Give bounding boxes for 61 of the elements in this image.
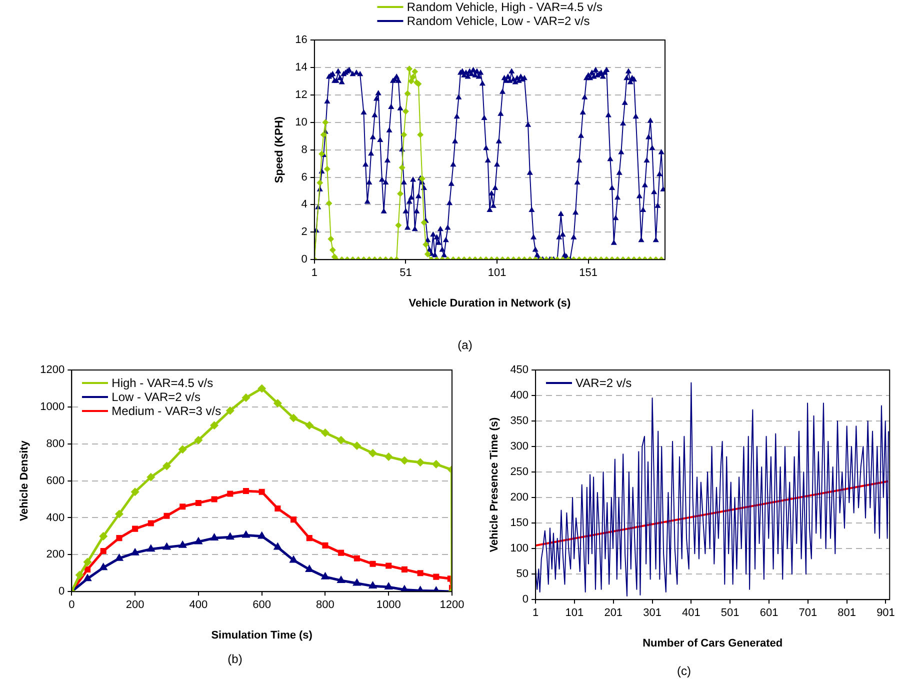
x-tick-label: 400 bbox=[189, 599, 208, 612]
text: (b) bbox=[226, 652, 244, 666]
y-tick-label: 400 bbox=[46, 512, 65, 524]
y-tick-label: 100 bbox=[510, 542, 529, 555]
x-tick-label: 51 bbox=[400, 267, 412, 280]
x-axis-title: Vehicle Duration in Network (s) bbox=[408, 297, 572, 310]
y-tick-label: 0 bbox=[58, 586, 65, 598]
y-tick-label: 450 bbox=[510, 364, 529, 376]
x-tick-label: 1200 bbox=[440, 599, 464, 612]
y-tick-label: 400 bbox=[510, 390, 529, 402]
y-tick-label: 800 bbox=[46, 438, 65, 450]
x-tick-label: 301 bbox=[643, 607, 662, 620]
x-tick-label: 201 bbox=[604, 607, 623, 620]
x-tick-label: 101 bbox=[488, 267, 506, 280]
y-tick-label: 2 bbox=[301, 226, 308, 238]
y-tick-label: 200 bbox=[510, 492, 529, 504]
x-tick-label: 800 bbox=[316, 599, 334, 612]
y-tick-label: 300 bbox=[510, 440, 529, 453]
y-tick-label: 8 bbox=[301, 144, 308, 156]
x-tick-label: 1 bbox=[532, 607, 539, 620]
x-tick-label: 600 bbox=[252, 599, 272, 612]
y-tick-label: 10 bbox=[295, 116, 308, 128]
legend-label: Random Vehicle, Low - VAR=2 v/s bbox=[406, 14, 590, 28]
text: (c) bbox=[676, 664, 692, 678]
y-tick-label: 200 bbox=[46, 548, 65, 561]
x-tick-label: 101 bbox=[565, 607, 584, 620]
y-tick-label: 1200 bbox=[40, 364, 65, 376]
x-axis-title: Number of Cars Generated bbox=[642, 637, 783, 650]
y-tick-label: 150 bbox=[510, 517, 529, 530]
y-tick-label: 1000 bbox=[40, 400, 65, 413]
y-axis-title: Speed (KPH) bbox=[274, 116, 286, 184]
y-tick-label: 600 bbox=[46, 474, 65, 487]
x-tick-label: 401 bbox=[682, 607, 700, 620]
legend-label: Random Vehicle, High - VAR=4.5 v/s bbox=[406, 0, 602, 14]
y-axis-title: Vehicle Density bbox=[18, 440, 31, 522]
y-tick-label: 12 bbox=[295, 88, 308, 101]
text: (a) bbox=[456, 338, 474, 352]
x-tick-label: 0 bbox=[68, 599, 75, 612]
x-tick-label: 701 bbox=[798, 607, 818, 620]
y-tick-label: 250 bbox=[510, 466, 529, 478]
x-tick-label: 901 bbox=[876, 607, 895, 620]
legend-label: Medium - VAR=3 v/s bbox=[112, 404, 222, 418]
x-tick-label: 200 bbox=[126, 599, 144, 612]
y-axis-title: Vehicle Presence Time (s) bbox=[488, 417, 501, 552]
legend-label: High - VAR=4.5 v/s bbox=[112, 376, 214, 390]
y-tick-label: 14 bbox=[295, 61, 308, 74]
x-tick-label: 151 bbox=[579, 267, 598, 280]
x-tick-label: 1 bbox=[311, 267, 318, 280]
y-tick-label: 6 bbox=[301, 171, 308, 184]
x-axis-title: Simulation Time (s) bbox=[211, 629, 313, 642]
y-tick-label: 4 bbox=[301, 198, 308, 211]
y-tick-label: 16 bbox=[295, 34, 308, 46]
x-tick-label: 601 bbox=[760, 607, 778, 620]
y-tick-label: 50 bbox=[516, 568, 529, 580]
x-tick-label: 1000 bbox=[376, 599, 401, 612]
x-tick-label: 501 bbox=[720, 607, 740, 620]
y-tick-label: 350 bbox=[510, 415, 529, 428]
x-tick-label: 801 bbox=[838, 607, 856, 620]
legend-label: VAR=2 v/s bbox=[576, 376, 632, 390]
y-tick-label: 0 bbox=[301, 254, 308, 266]
legend-label: Low - VAR=2 v/s bbox=[112, 390, 200, 404]
